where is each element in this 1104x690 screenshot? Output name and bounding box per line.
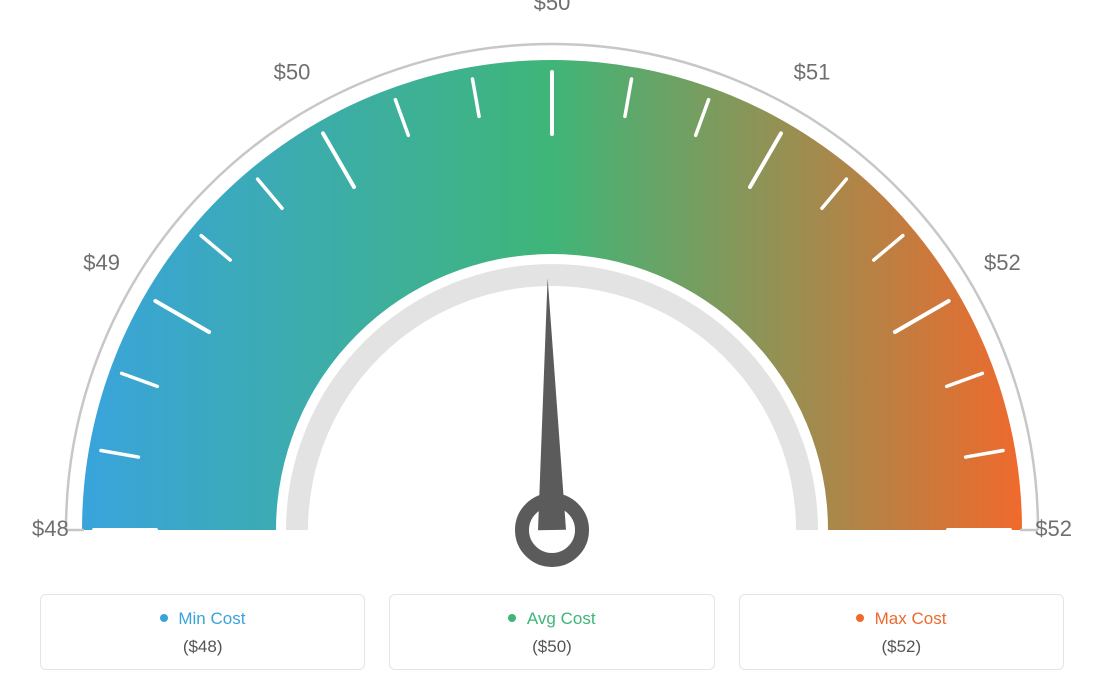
cost-gauge-chart: { "gauge": { "type": "gauge", "center_x"…	[0, 0, 1104, 690]
legend-value-avg: ($50)	[390, 637, 713, 657]
gauge-scale-label: $50	[274, 60, 311, 85]
legend-dot-avg	[508, 614, 516, 622]
gauge-scale-label: $50	[534, 0, 571, 15]
legend-dot-min	[160, 614, 168, 622]
gauge-needle	[538, 278, 566, 530]
legend-card-max: Max Cost ($52)	[739, 594, 1064, 670]
legend-card-min: Min Cost ($48)	[40, 594, 365, 670]
legend-row: Min Cost ($48) Avg Cost ($50) Max Cost (…	[40, 594, 1064, 670]
legend-label-avg: Avg Cost	[527, 609, 596, 628]
gauge-scale-label: $49	[83, 250, 120, 275]
legend-value-min: ($48)	[41, 637, 364, 657]
gauge-scale-label: $51	[794, 60, 831, 85]
gauge-scale-label: $48	[32, 516, 69, 541]
legend-value-max: ($52)	[740, 637, 1063, 657]
legend-label-min: Min Cost	[178, 609, 245, 628]
legend-dot-max	[856, 614, 864, 622]
gauge-svg: $48 $49 $50 $50 $51 $52 $52	[0, 0, 1104, 690]
gauge-scale-label: $52	[984, 250, 1021, 275]
gauge-scale-label: $52	[1035, 516, 1072, 541]
legend-label-max: Max Cost	[875, 609, 947, 628]
legend-card-avg: Avg Cost ($50)	[389, 594, 714, 670]
